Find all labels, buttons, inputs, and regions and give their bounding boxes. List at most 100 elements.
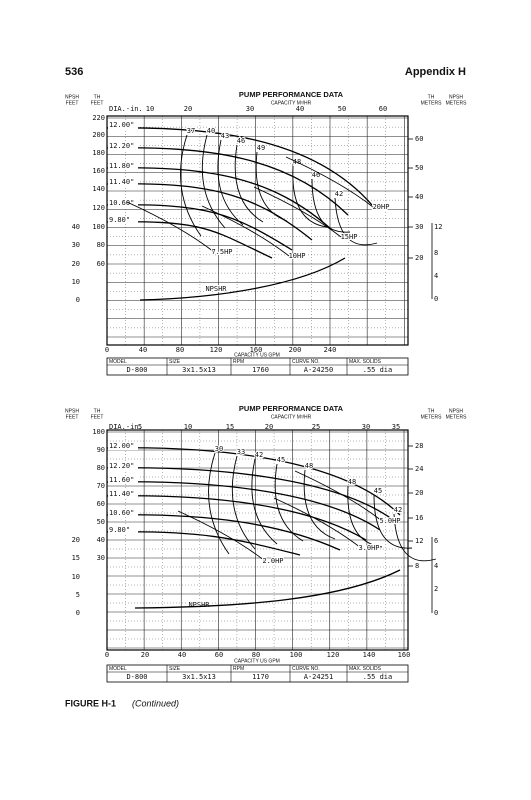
diameter-value: 12.00" — [109, 121, 134, 129]
table-header: CURVE NO. — [292, 666, 320, 672]
head-curve — [106, 183, 313, 241]
npsh-feet-tick: 40 — [72, 223, 80, 231]
th-meters-tick: 28 — [415, 442, 423, 450]
table-value: 3x1.5x13 — [182, 673, 216, 681]
diameter-label-bg — [108, 216, 138, 224]
th-meters-tick: 40 — [415, 193, 423, 201]
bottom-tick-label: 120 — [210, 346, 223, 354]
axis-header: NPSH — [449, 408, 463, 414]
head-curve — [106, 147, 349, 216]
page-number: 536 — [65, 66, 83, 78]
th-feet-tick: 30 — [97, 554, 105, 562]
top-tick-label: 5 — [138, 423, 142, 431]
npsh-feet-tick: 20 — [72, 536, 80, 544]
efficiency-curve — [347, 485, 383, 548]
table-value: .55 dia — [363, 366, 393, 374]
diameter-value: 11.60" — [109, 476, 134, 484]
efficiency-curve — [255, 151, 288, 222]
npsh-feet-tick: 10 — [72, 573, 80, 581]
npsh-meters-tick: 0 — [434, 295, 438, 303]
head-curve — [106, 495, 367, 541]
table-value: .55 dia — [363, 673, 393, 681]
diameter-value: 11.40" — [109, 490, 134, 498]
bottom-axis-label: CAPACITY US GPM — [234, 658, 280, 664]
bottom-tick-label: 40 — [139, 346, 147, 354]
table-value: 1170 — [252, 673, 269, 681]
axis-header: NPSH — [449, 94, 463, 100]
axis-header: METERS — [421, 414, 443, 420]
curve-label: 42 — [255, 451, 263, 459]
th-feet-tick: 180 — [92, 149, 105, 157]
axis-header: TH — [94, 408, 101, 414]
diameter-label-bg — [108, 162, 138, 170]
head-curve — [106, 167, 333, 231]
diameter-label-bg — [108, 509, 138, 517]
diameter-label-bg — [108, 199, 138, 207]
bottom-tick-label: 240 — [324, 346, 337, 354]
bottom-tick-label: 100 — [290, 651, 303, 659]
th-feet-tick: 80 — [97, 241, 105, 249]
npsh-feet-tick: 0 — [76, 296, 80, 304]
curve-label: 42 — [394, 506, 402, 514]
curve-label: 20HP — [373, 203, 390, 211]
axis-header: NPSH — [65, 408, 79, 414]
efficiency-curve — [292, 165, 328, 228]
diameter-label-bg — [108, 442, 138, 450]
table-value: D-800 — [126, 366, 147, 374]
top-tick-label: 35 — [392, 423, 400, 431]
hp-curve — [126, 201, 215, 253]
th-meters-tick: 20 — [415, 489, 423, 497]
section-title: Appendix H — [405, 66, 466, 78]
npsh-feet-tick: 10 — [72, 278, 80, 286]
th-feet-tick: 120 — [92, 204, 105, 212]
th-feet-tick: 40 — [97, 536, 105, 544]
npsh-meters-tick: 6 — [434, 537, 438, 545]
chart-subtitle: CAPACITY M³/HR — [271, 414, 312, 420]
diameter-value: 12.00" — [109, 442, 134, 450]
curve-label: 46 — [237, 137, 245, 145]
diameter-value: 11.40" — [109, 178, 134, 186]
head-curve — [106, 447, 401, 516]
curve-label: 40 — [207, 127, 215, 135]
hp-curve — [285, 156, 374, 208]
bottom-tick-label: 60 — [215, 651, 223, 659]
diameter-value: 12.20" — [109, 462, 134, 470]
hp-curve — [177, 510, 266, 562]
npsh-meters-tick: 4 — [434, 272, 438, 280]
top-tick-label: 20 — [265, 423, 273, 431]
bottom-axis-label: CAPACITY US GPM — [234, 352, 280, 358]
npsh-meters-tick: 4 — [434, 562, 438, 570]
diameter-label-bg — [108, 476, 138, 484]
axis-header: METERS — [446, 414, 468, 420]
efficiency-curve — [231, 455, 256, 550]
th-feet-tick: 60 — [97, 260, 105, 268]
bottom-tick-label: 160 — [250, 346, 263, 354]
th-meters-tick: 30 — [415, 223, 423, 231]
npsh-feet-tick: 5 — [76, 591, 80, 599]
npsh-meters-tick: 8 — [434, 249, 438, 257]
top-tick-label: 60 — [379, 105, 387, 113]
plot-frame — [106, 429, 409, 651]
npsh-feet-tick: 0 — [76, 609, 80, 617]
bottom-tick-label: 40 — [178, 651, 186, 659]
curve-label: 2.0HP — [262, 557, 283, 565]
head-curve — [106, 467, 397, 523]
table-value: A-24251 — [304, 673, 334, 681]
bottom-tick-label: 140 — [363, 651, 376, 659]
bottom-tick-label: 200 — [289, 346, 302, 354]
npsh-meters-tick: 2 — [434, 585, 438, 593]
head-curve — [106, 221, 273, 259]
table-header: SIZE — [169, 666, 181, 672]
table-header: MODEL — [109, 666, 127, 672]
curve-label: 33 — [237, 448, 245, 456]
efficiency-curve — [217, 139, 244, 226]
spec-table — [106, 357, 409, 376]
th-feet-tick: 60 — [97, 500, 105, 508]
chart-title: PUMP PERFORMANCE DATA — [239, 404, 344, 413]
curve-label: 49 — [257, 144, 265, 152]
table-value: A-24250 — [304, 366, 334, 374]
axis-header: FEET — [91, 414, 104, 420]
axis-header: METERS — [446, 100, 468, 106]
chart-subtitle: CAPACITY M³/HR — [271, 100, 312, 106]
